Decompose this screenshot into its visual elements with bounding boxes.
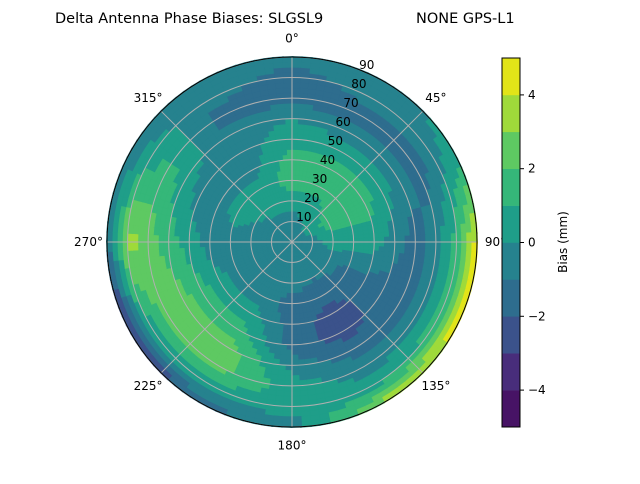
angular-tick-label: 180° [278,439,307,453]
colorbar-label: Bias (mm) [556,211,570,273]
colorbar-tick-label: 2 [528,162,536,176]
colorbar-swatch [502,316,520,353]
colorbar-swatch [502,58,520,95]
colorbar-swatch [502,132,520,169]
angular-tick-label: 45° [425,91,446,105]
radial-tick-label: 80 [351,77,366,91]
colorbar-tick-label: 4 [528,88,536,102]
radial-tick-label: 40 [320,153,335,167]
angular-tick-label: 225° [134,379,163,393]
angular-tick-label: 270° [74,235,103,249]
radial-tick-label: 70 [343,96,358,110]
colorbar-swatch [502,169,520,206]
chart-title-right: NONE GPS-L1 [416,11,515,27]
radial-tick-label: 90 [359,58,374,72]
polar-grid [107,57,477,427]
colorbar-swatch [502,206,520,243]
radial-tick-label: 60 [336,115,351,129]
angular-tick-label: 0° [285,32,299,46]
colorbar-swatch [502,243,520,280]
colorbar-swatch [502,390,520,427]
radial-tick-label: 10 [296,210,311,224]
colorbar: 4 2 0 −2 −4 [502,58,546,427]
radial-tick-label: 30 [312,172,327,186]
chart-title-left: Delta Antenna Phase Biases: SLGSL9 [55,11,323,27]
colorbar-tick-label: −4 [528,383,546,397]
colorbar-swatch [502,353,520,390]
radial-tick-label: 50 [328,134,343,148]
angular-tick-label: 135° [421,379,450,393]
colorbar-tick-label: 0 [528,236,536,250]
radial-tick-label: 20 [304,191,319,205]
angular-tick-label: 315° [134,91,163,105]
colorbar-swatch [502,279,520,316]
colorbar-swatch [502,95,520,132]
colorbar-tick-label: −2 [528,309,546,323]
